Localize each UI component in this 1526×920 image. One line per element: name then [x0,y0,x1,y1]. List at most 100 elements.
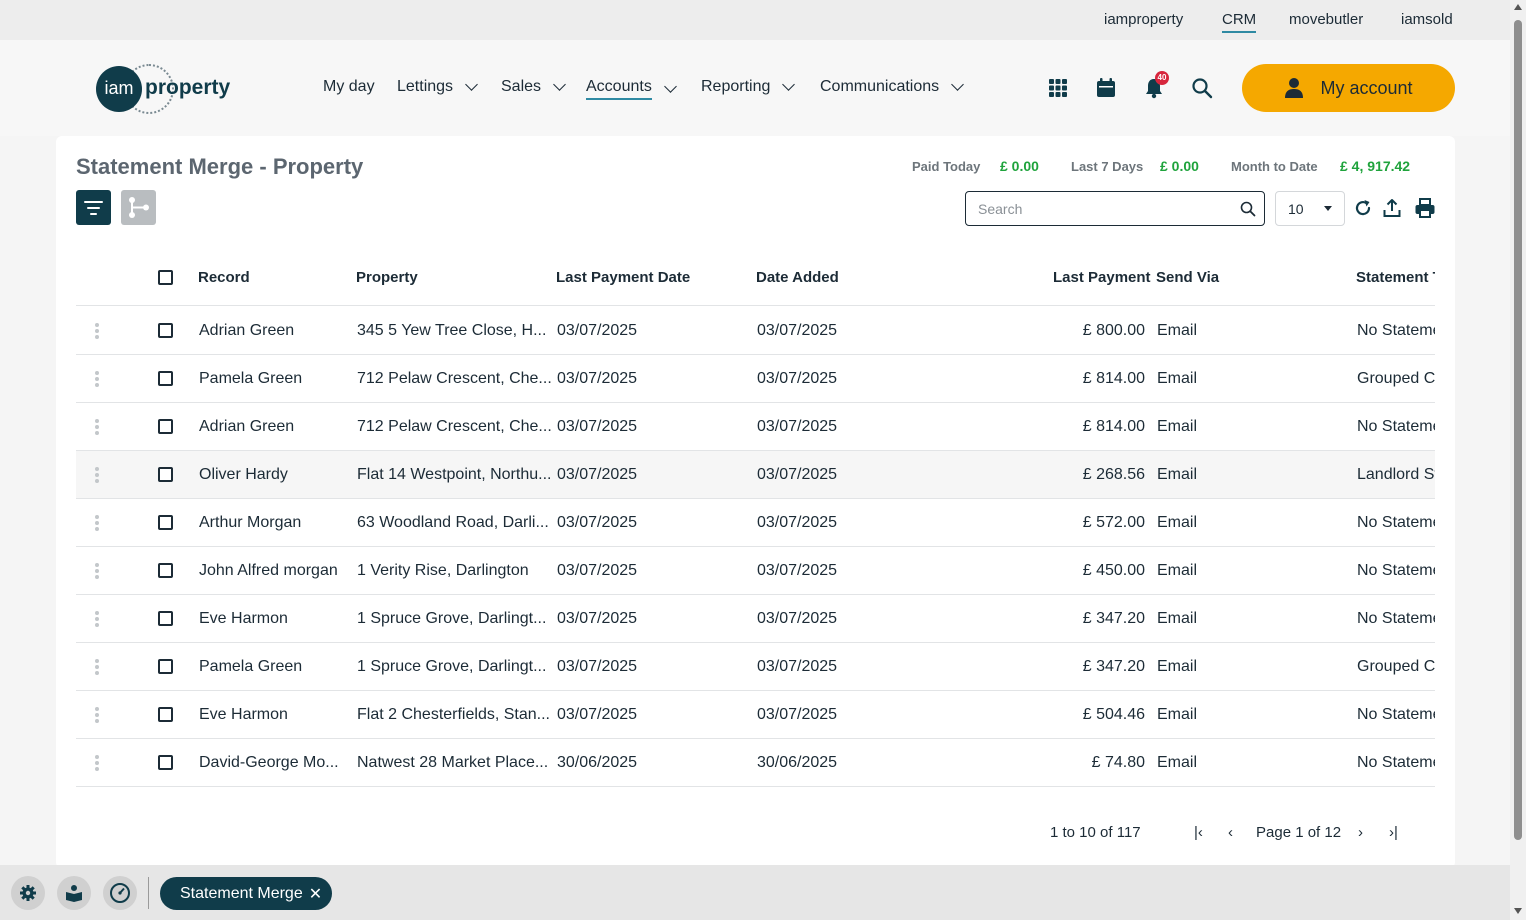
row-menu-icon[interactable] [95,563,99,579]
table-row[interactable]: David-George Mo... Natwest 28 Market Plac… [76,739,1435,787]
table-row[interactable]: Oliver Hardy Flat 14 Westpoint, Northu...… [76,451,1435,499]
cell-record[interactable]: Eve Harmon [199,706,288,723]
merge-button[interactable] [121,190,156,225]
row-menu-icon[interactable] [95,755,99,771]
cell-statement-type: No Stateme [1357,322,1435,339]
table-row[interactable]: Adrian Green 345 5 Yew Tree Close, H... 03… [76,307,1435,355]
cell-send-via: Email [1157,370,1198,387]
cell-record[interactable]: John Alfred morgan [199,562,338,579]
row-checkbox[interactable] [158,659,173,674]
row-checkbox[interactable] [158,611,173,626]
col-statement-type[interactable]: Statement T [1356,269,1435,286]
row-menu-icon[interactable] [95,323,99,339]
cell-record[interactable]: Pamela Green [199,658,303,675]
logo[interactable]: iam property [96,64,236,114]
nav-my-day[interactable]: My day [323,78,375,96]
search-icon[interactable] [1240,201,1256,217]
row-checkbox[interactable] [158,323,173,338]
apps-grid-icon[interactable] [1047,77,1069,99]
cell-record[interactable]: Adrian Green [199,322,295,339]
row-menu-icon[interactable] [95,467,99,483]
cell-record[interactable]: Adrian Green [199,418,295,435]
col-last-payment-date[interactable]: Last Payment Date [556,269,691,286]
row-menu-icon[interactable] [95,515,99,531]
row-checkbox[interactable] [158,563,173,578]
row-menu-icon[interactable] [95,659,99,675]
table-row[interactable]: Arthur Morgan 63 Woodland Road, Darli... 0… [76,499,1435,547]
cell-send-via: Email [1157,418,1198,435]
search-field[interactable] [965,191,1265,226]
toplink-iamsold[interactable]: iamsold [1401,11,1453,28]
refresh-icon[interactable] [1352,197,1374,219]
table-row[interactable]: Eve Harmon Flat 2 Chesterfields, Stan... 0… [76,691,1435,739]
row-checkbox[interactable] [158,515,173,530]
table-row[interactable]: Adrian Green 712 Pelaw Crescent, Che... 03… [76,403,1435,451]
cell-date-added: 03/07/2025 [757,418,838,435]
table-row[interactable]: Pamela Green 1 Spruce Grove, Darlingt... 0… [76,643,1435,691]
cell-statement-type: Grouped C [1357,370,1435,387]
nav-lettings[interactable]: Lettings [397,78,478,96]
filter-button[interactable] [76,190,111,225]
col-send-via[interactable]: Send Via [1156,269,1220,286]
cell-last-payment-date: 03/07/2025 [557,322,638,339]
dashboard-button[interactable] [103,876,137,910]
print-icon[interactable] [1414,197,1436,219]
next-page-button[interactable]: › [1358,824,1363,841]
table-row[interactable]: Eve Harmon 1 Spruce Grove, Darlingt... 03/… [76,595,1435,643]
row-checkbox[interactable] [158,755,173,770]
row-checkbox[interactable] [158,707,173,722]
scroll-up-icon[interactable] [1514,4,1522,10]
vertical-scrollbar[interactable] [1510,0,1526,920]
toplink-crm[interactable]: CRM [1222,11,1257,33]
nav-reporting[interactable]: Reporting [701,78,796,96]
prev-page-button[interactable]: ‹ [1228,824,1233,841]
row-checkbox[interactable] [158,419,173,434]
row-menu-icon[interactable] [95,611,99,627]
scroll-down-icon[interactable] [1514,908,1522,914]
col-last-payment[interactable]: Last Payment [1053,269,1151,286]
table-row[interactable]: John Alfred morgan 1 Verity Rise, Darling… [76,547,1435,595]
cell-last-payment: £ 74.80 [1091,754,1145,771]
first-page-button[interactable]: |‹ [1194,824,1203,841]
col-date-added[interactable]: Date Added [756,269,839,286]
col-property[interactable]: Property [356,269,418,286]
row-checkbox[interactable] [158,467,173,482]
cell-record[interactable]: Oliver Hardy [199,466,288,483]
nav-accounts[interactable]: Accounts [586,78,677,100]
cell-record[interactable]: David-George Mo... [199,754,339,771]
row-menu-icon[interactable] [95,707,99,723]
cell-send-via: Email [1157,706,1198,723]
export-icon[interactable] [1381,197,1403,219]
cell-record[interactable]: Pamela Green [199,370,303,387]
chevron-down-icon [663,80,677,93]
col-record[interactable]: Record [198,269,250,286]
tab-label: Statement Merge [180,884,303,902]
search-icon[interactable] [1191,77,1213,99]
row-checkbox[interactable] [158,371,173,386]
filter-icon [84,200,103,203]
nav-label: Sales [501,78,542,95]
nav-communications[interactable]: Communications [820,78,965,96]
row-menu-icon[interactable] [95,371,99,387]
cell-property: 712 Pelaw Crescent, Che... [357,418,552,435]
select-all-checkbox[interactable] [158,270,173,285]
page-size-select[interactable]: 10 [1275,191,1345,226]
toplink-iamproperty[interactable]: iamproperty [1104,11,1184,28]
last-page-button[interactable]: ›| [1389,824,1398,841]
row-menu-icon[interactable] [95,419,99,435]
table-row[interactable]: Pamela Green 712 Pelaw Crescent, Che... 03… [76,355,1435,403]
cell-record[interactable]: Eve Harmon [199,610,288,627]
top-bar: iamproperty CRM movebutler iamsold [0,0,1510,40]
tab-statement-merge[interactable]: Statement Merge ✕ [160,877,332,910]
nav-sales[interactable]: Sales [501,78,566,96]
calendar-icon[interactable] [1095,77,1117,99]
close-icon[interactable]: ✕ [308,885,323,903]
search-input[interactable] [966,192,1216,225]
stat-last-7-days-label: Last 7 Days [1071,159,1144,174]
cell-record[interactable]: Arthur Morgan [199,514,302,531]
settings-button[interactable] [11,876,45,910]
scrollbar-thumb[interactable] [1514,20,1522,840]
my-account-button[interactable]: My account [1242,64,1455,112]
toplink-movebutler[interactable]: movebutler [1289,11,1364,28]
reader-button[interactable] [57,876,91,910]
